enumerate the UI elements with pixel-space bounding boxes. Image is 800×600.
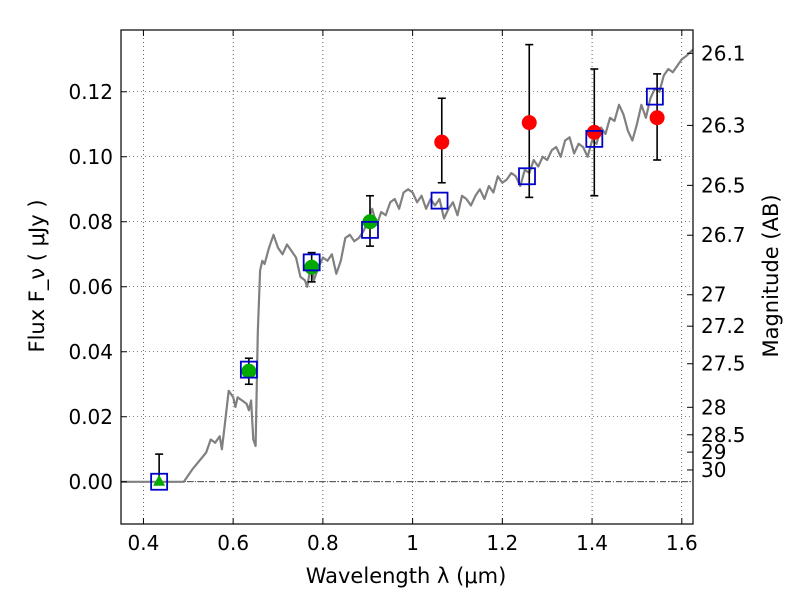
observed-point-1 — [241, 363, 257, 379]
plot-frame — [120, 29, 694, 525]
y2-tick-label-3: 26.7 — [701, 223, 746, 247]
observed-point-4 — [434, 134, 450, 150]
x-tick-label-0: 0.4 — [128, 531, 160, 555]
y2-tick-label-6: 27.5 — [701, 352, 746, 376]
error-bars — [155, 43, 662, 482]
x-axis-ticks: 0.4 0.6 0.8 1 1.2 1.4 1.6 — [128, 30, 698, 555]
y2-tick-label-5: 27.2 — [701, 314, 746, 338]
observed-point-7 — [649, 110, 665, 126]
model-photometry-point-3 — [361, 220, 379, 239]
y2-tick-label-1: 26.3 — [701, 113, 746, 137]
model-photometry-point-7 — [645, 87, 664, 106]
y2-tick-label-10: 30 — [701, 458, 726, 482]
y-tick-label-4: 0.08 — [68, 210, 113, 234]
model-photometry-point-5 — [518, 167, 536, 186]
model-photometry-point-6 — [585, 129, 604, 148]
y-tick-label-0: 0.00 — [68, 470, 113, 494]
observed-point-5 — [521, 115, 537, 131]
model-photometry-point-0 — [150, 472, 169, 491]
observed-point-0 — [153, 474, 166, 486]
y2-tick-label-4: 27 — [701, 283, 726, 307]
observed-point-2 — [304, 259, 320, 275]
model-photometry-point-1 — [239, 360, 258, 379]
y2-tick-label-0: 26.1 — [701, 41, 746, 65]
x-axis-label: Wavelength λ (μm) — [306, 564, 507, 588]
observed-points — [153, 110, 665, 486]
model-photometry-point-2 — [302, 253, 321, 272]
x-tick-label-2: 0.8 — [307, 531, 339, 555]
y2-tick-label-9: 29 — [701, 440, 726, 464]
y-axis-label: Flux F_ν ( μJy ) — [25, 199, 50, 352]
x-tick-label-6: 1.6 — [666, 531, 698, 555]
model-photometry-point-4 — [430, 191, 449, 210]
x-tick-label-1: 0.6 — [217, 531, 249, 555]
y-tick-label-2: 0.04 — [68, 340, 113, 364]
x-tick-label-4: 1.2 — [486, 531, 518, 555]
y2-axis-label: Magnitude (AB) — [759, 194, 783, 357]
y2-tick-label-7: 28 — [701, 395, 726, 419]
y-tick-label-3: 0.06 — [68, 275, 113, 299]
y2-tick-label-2: 26.5 — [701, 173, 746, 197]
y-tick-label-6: 0.12 — [68, 80, 113, 104]
model-photometry-points — [150, 87, 664, 491]
model-spectrum-line — [121, 48, 694, 483]
observed-point-6 — [586, 124, 602, 140]
x-tick-label-5: 1.4 — [576, 531, 608, 555]
x-tick-label-3: 1 — [406, 531, 419, 555]
y2-tick-label-8: 28.5 — [701, 423, 746, 447]
y-tick-label-5: 0.10 — [68, 145, 113, 169]
y-axis-ticks: 0.00 0.02 0.04 0.06 0.08 0.10 0.12 — [68, 80, 127, 494]
y-tick-label-1: 0.02 — [68, 405, 113, 429]
model-spectrum — [121, 48, 694, 483]
